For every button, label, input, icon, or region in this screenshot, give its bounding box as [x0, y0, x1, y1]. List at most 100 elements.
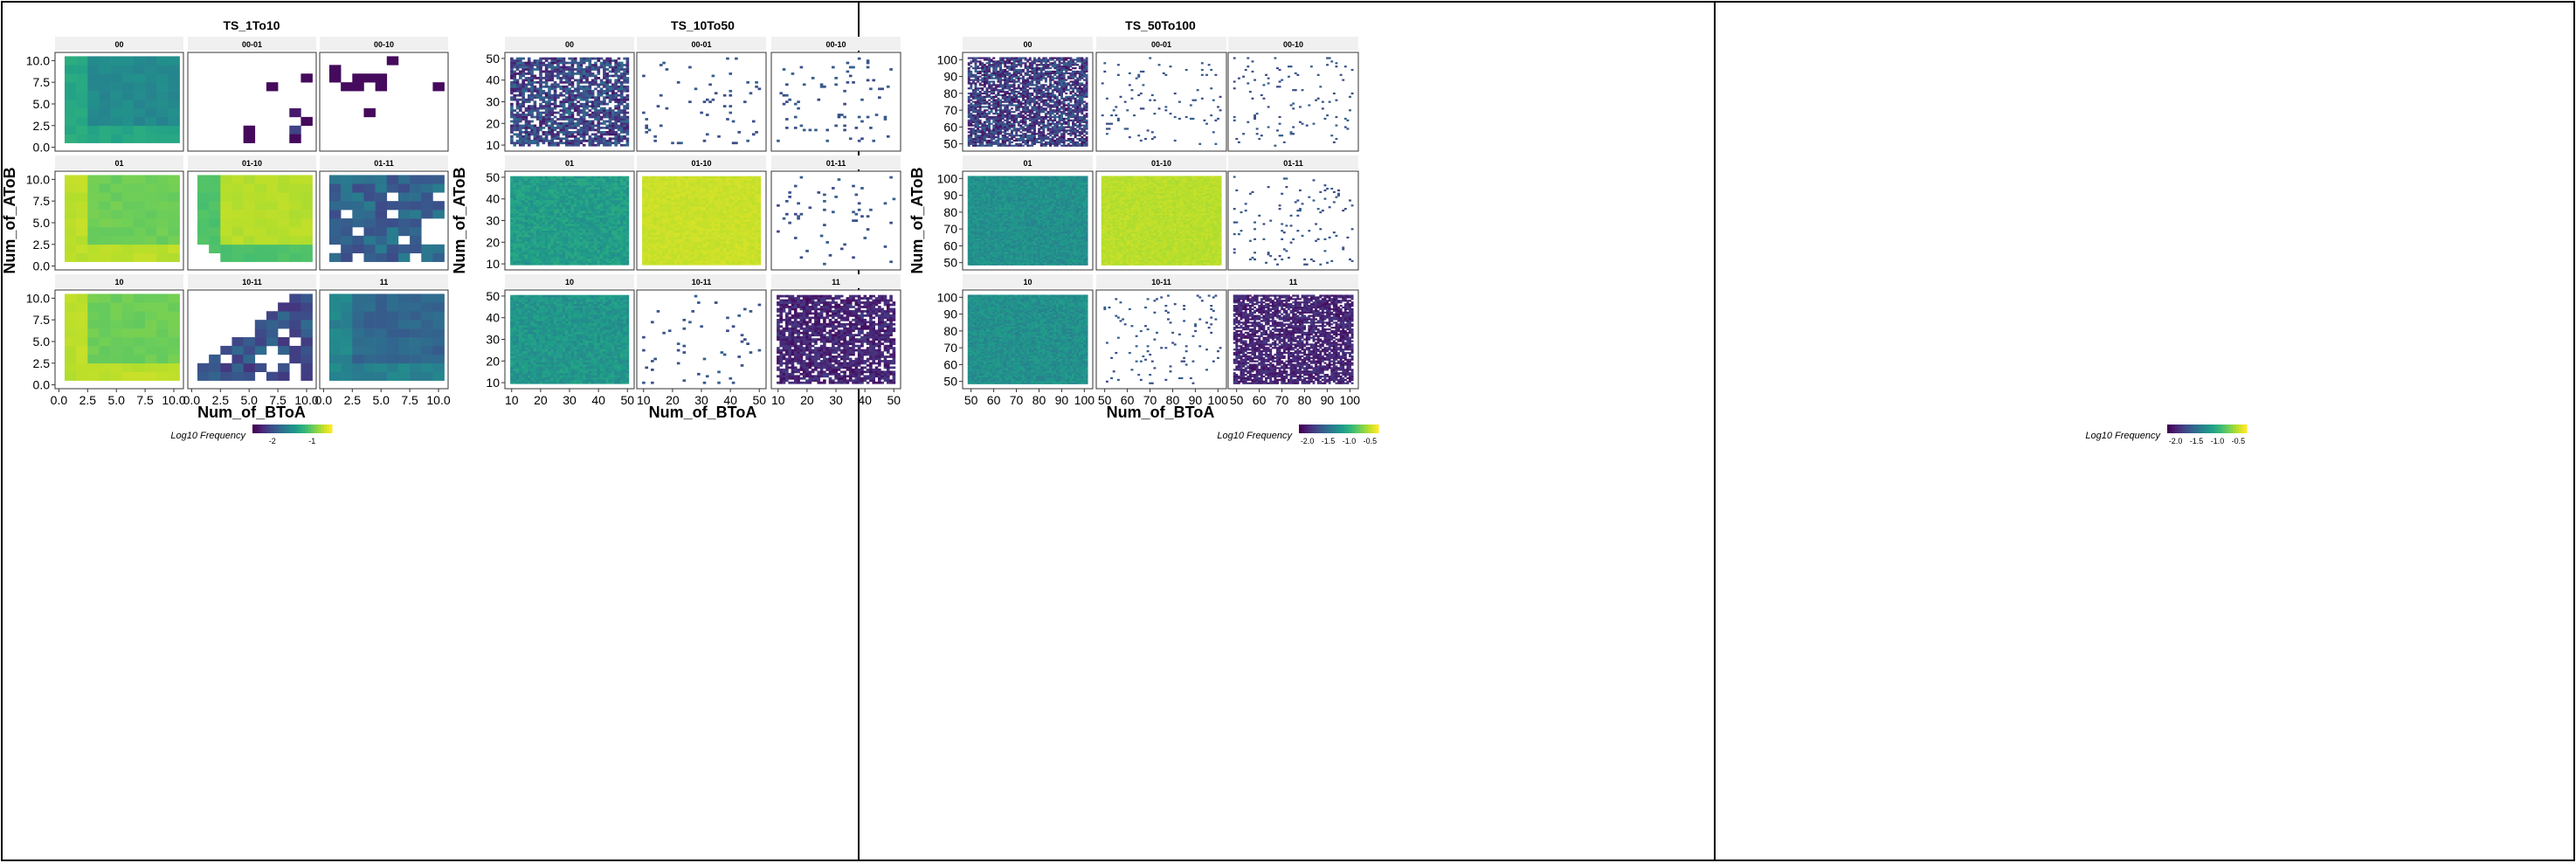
- heatmap-cell: [588, 183, 592, 185]
- heatmap-cell: [556, 237, 560, 239]
- heatmap-cell: [614, 85, 618, 88]
- heatmap-cell: [705, 252, 709, 255]
- chart-title: TS_1To10: [223, 18, 280, 32]
- heatmap-cell: [755, 253, 758, 257]
- heatmap-cell: [608, 74, 612, 78]
- heatmap-cell: [550, 204, 555, 207]
- heatmap-cell: [662, 219, 666, 223]
- heatmap-cell: [521, 189, 525, 192]
- heatmap-cell: [556, 66, 560, 69]
- heatmap-cell: [519, 93, 522, 97]
- heatmap-cell: [588, 184, 592, 188]
- heatmap-cell: [702, 100, 707, 104]
- heatmap-cell: [352, 337, 364, 347]
- heatmap-cell: [535, 249, 540, 252]
- heatmap-cell: [623, 115, 626, 119]
- heatmap-cell: [671, 237, 674, 239]
- heatmap-cell: [757, 252, 762, 255]
- heatmap-cell: [714, 249, 718, 252]
- heatmap-cell: [64, 175, 77, 184]
- heatmap-cell: [579, 189, 584, 192]
- heatmap-cell: [680, 258, 683, 261]
- heatmap-cell: [665, 107, 669, 110]
- heatmap-cell: [582, 230, 586, 233]
- heatmap-cell: [746, 230, 749, 233]
- heatmap-cell: [220, 362, 232, 373]
- heatmap-cell: [513, 208, 517, 211]
- y-tick-label: 7.5: [33, 194, 51, 208]
- heatmap-cell: [524, 238, 528, 242]
- heatmap-cell: [535, 204, 540, 207]
- heatmap-cell: [562, 256, 566, 259]
- heatmap-cell: [617, 204, 621, 207]
- heatmap-cell: [570, 70, 575, 73]
- heatmap-cell: [110, 201, 123, 211]
- heatmap-cell: [521, 253, 525, 257]
- heatmap-cell: [857, 115, 861, 119]
- heatmap-cell: [133, 320, 146, 329]
- facet-chart-2: TS_10To50Num_of_BToANum_of_AToB001020304…: [451, 18, 1379, 445]
- heatmap-cell: [550, 260, 555, 264]
- heatmap-cell: [597, 85, 601, 88]
- heatmap-cell: [603, 102, 606, 106]
- heatmap-cell: [556, 76, 560, 79]
- heatmap-cell: [397, 320, 411, 329]
- heatmap-cell: [599, 109, 604, 112]
- heatmap-cell: [673, 212, 678, 216]
- heatmap-cell: [87, 134, 100, 143]
- heatmap-cell: [625, 122, 630, 125]
- heatmap-cell: [682, 262, 687, 266]
- heatmap-cell: [530, 247, 534, 251]
- heatmap-cell: [603, 100, 606, 104]
- heatmap-cell: [535, 127, 540, 129]
- heatmap-cell: [614, 96, 618, 100]
- heatmap-cell: [266, 252, 279, 262]
- heatmap-cell: [708, 211, 712, 214]
- heatmap-cell: [671, 217, 674, 220]
- heatmap-cell: [702, 262, 707, 266]
- heatmap-cell: [568, 193, 571, 197]
- heatmap-cell: [565, 228, 569, 231]
- heatmap-cell: [363, 192, 376, 202]
- heatmap-cell: [209, 192, 221, 202]
- heatmap-cell: [619, 83, 624, 86]
- heatmap-cell: [590, 100, 595, 104]
- heatmap-cell: [708, 228, 712, 231]
- heatmap-cell: [341, 345, 353, 356]
- heatmap-cell: [570, 224, 575, 226]
- heatmap-cell: [220, 244, 232, 254]
- heatmap-cell: [746, 225, 749, 229]
- heatmap-cell: [524, 98, 528, 101]
- heatmap-cell: [577, 208, 580, 211]
- heatmap-cell: [623, 195, 626, 198]
- heatmap-cell: [562, 237, 566, 239]
- heatmap-cell: [680, 215, 683, 218]
- heatmap-cell: [278, 210, 290, 219]
- heatmap-cell: [519, 249, 522, 252]
- heatmap-cell: [614, 252, 618, 255]
- heatmap-cell: [611, 96, 615, 100]
- heatmap-cell: [579, 206, 584, 210]
- heatmap-cell: [667, 258, 672, 261]
- heatmap-cell: [726, 215, 729, 218]
- heatmap-cell: [697, 234, 701, 238]
- heatmap-cell: [582, 92, 586, 95]
- heatmap-cell: [645, 127, 649, 129]
- heatmap-cell: [722, 93, 727, 97]
- heatmap-cell: [562, 221, 566, 224]
- heatmap-cell: [685, 212, 689, 216]
- heatmap-cell: [565, 107, 569, 110]
- heatmap-cell: [599, 232, 604, 235]
- heatmap-cell: [510, 80, 514, 84]
- heatmap-cell: [854, 127, 859, 129]
- heatmap-cell: [548, 262, 551, 266]
- heatmap-cell: [550, 85, 555, 88]
- heatmap-cell: [625, 219, 630, 223]
- heatmap-cell: [720, 228, 724, 231]
- heatmap-cell: [386, 328, 399, 338]
- heatmap-cell: [708, 243, 712, 246]
- heatmap-cell: [688, 241, 692, 244]
- heatmap-cell: [667, 230, 672, 233]
- heatmap-cell: [527, 202, 531, 205]
- y-tick-label: 7.5: [33, 313, 51, 327]
